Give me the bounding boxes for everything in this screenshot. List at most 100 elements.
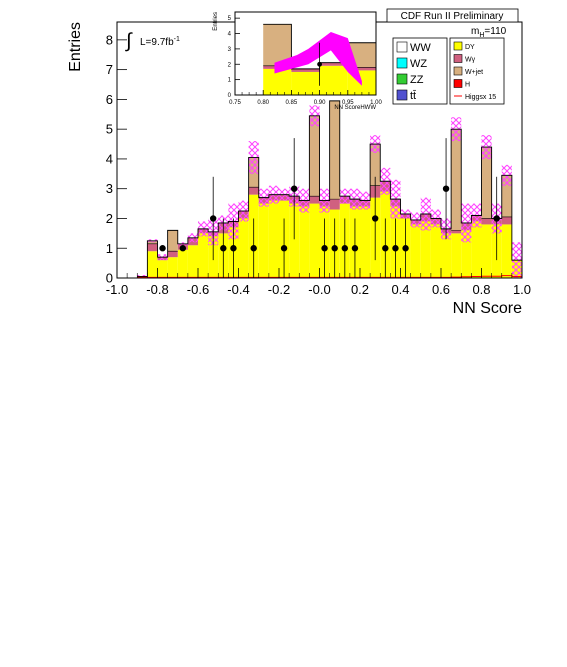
- bar-dy-6: [198, 233, 209, 278]
- bar-dy-2: [319, 65, 348, 95]
- y-tick-label-2: 2: [106, 211, 113, 226]
- y-tick-label-0: 0: [228, 93, 232, 99]
- bar-dy-22: [360, 206, 371, 278]
- bar-dy-2: [157, 260, 168, 278]
- inset-plot: 0.75 0.80 0.85 0.90 0.95 1.00 0 1 2 3 4 5 NN ScoreHW…: [213, 11, 382, 111]
- legend-swatch-h: [453, 79, 463, 88]
- legend-swatch-wz: [396, 57, 408, 69]
- data-point-7: [290, 185, 298, 192]
- data-point-8: [321, 245, 328, 252]
- data-point-3: [220, 245, 227, 252]
- x-tick-label-9: 0.8: [472, 282, 490, 297]
- x-tick-label-2: 0.85: [286, 100, 298, 106]
- legend-swatch-wjet: [453, 66, 463, 76]
- y-tick-label-7: 7: [106, 62, 113, 77]
- bar-w-19: [329, 199, 340, 210]
- bar-dy-30: [441, 233, 452, 278]
- data-point-10: [341, 245, 349, 252]
- x-tick-label-1: 0.80: [257, 100, 269, 106]
- legend-label-dy: DY: [465, 44, 475, 51]
- bar-wjet-19: [329, 100, 340, 200]
- bar-dy-4: [177, 249, 188, 278]
- data-point-5: [250, 245, 257, 252]
- x-tick-label-3: 0.90: [314, 100, 326, 106]
- bar-dy-29: [430, 224, 441, 278]
- title-box: [386, 8, 519, 23]
- data-point-0: [317, 61, 322, 67]
- y-tick-label-2: 2: [228, 62, 232, 68]
- data-point-14: [392, 245, 399, 252]
- x-tick-label-4: -0.2: [268, 282, 290, 297]
- data-point-13: [382, 245, 389, 252]
- data-point-16: [442, 185, 450, 192]
- y-axis-label: Entries: [67, 22, 84, 72]
- luminosity-text: L=9.7fb: [140, 37, 174, 48]
- x-tick-label-8: 0.6: [432, 282, 450, 297]
- mass-subscript: H: [479, 32, 484, 39]
- integral-sign: ∫: [125, 30, 133, 52]
- legend-right: DY Wγ W+jet H Higgsx 15: [449, 37, 505, 105]
- legend-label-w: Wγ: [465, 57, 476, 64]
- bar-w-36: [501, 216, 512, 225]
- bar-dy-0: [263, 68, 292, 95]
- y-tick-label-4: 4: [106, 151, 113, 166]
- bar-dy-32: [461, 230, 472, 278]
- bar-dy-16: [299, 206, 310, 278]
- bar-dy-36: [501, 224, 512, 278]
- bar-w-3: [347, 67, 376, 71]
- bar-w-3: [167, 251, 178, 258]
- bar-dy-5: [187, 245, 198, 278]
- x-tick-label-5: -0.0: [308, 282, 330, 297]
- bar-w-11: [248, 187, 259, 195]
- legend-label-tt: tt̄: [410, 90, 416, 102]
- bar-dy-31: [451, 233, 462, 278]
- y-tick-label-4: 4: [228, 32, 232, 38]
- bar-dy-13: [268, 200, 279, 278]
- bar-wjet-3: [167, 230, 178, 252]
- bar-w-1: [147, 243, 158, 252]
- higgs-signal-band: [274, 31, 362, 86]
- data-point-4: [230, 245, 237, 252]
- data-point-2: [209, 215, 217, 222]
- chart-title: CDF Run II Preliminary: [401, 11, 504, 22]
- bar-wjet-34: [481, 147, 492, 219]
- x-tick-label-2: -0.6: [187, 282, 209, 297]
- bar-dy-17: [309, 203, 320, 278]
- data-point-9: [331, 245, 338, 252]
- bar-w-1: [291, 68, 320, 72]
- bar-dy-15: [289, 203, 300, 278]
- legend-swatch-ww: [396, 41, 408, 53]
- x-tick-label-0: 0.75: [229, 100, 241, 106]
- legend-left: WW WZ ZZ tt̄: [392, 37, 448, 105]
- bar-wjet-31: [451, 129, 462, 231]
- mass-value: =110: [484, 26, 506, 37]
- bar-w-34: [481, 218, 492, 225]
- bar-w-2: [319, 62, 348, 66]
- x-tick-label-0: -1.0: [106, 282, 128, 297]
- data-point-0: [159, 245, 166, 252]
- y-tick-label-8: 8: [106, 32, 113, 47]
- x-tick-label-1: -0.8: [146, 282, 168, 297]
- bar-w-31: [451, 230, 462, 234]
- bar-dy-33: [471, 221, 482, 278]
- bar-dy-1: [147, 251, 158, 278]
- legend-label-ww: WW: [410, 42, 431, 54]
- legend-label-higgsx15: Higgsx 15: [465, 94, 496, 101]
- y-tick-label-5: 5: [106, 122, 113, 137]
- legend-label-wjet: W+jet: [465, 69, 483, 76]
- legend-label-zz: ZZ: [410, 74, 424, 86]
- y-tick-label-3: 3: [228, 47, 232, 53]
- y-tick-label-0: 0: [106, 271, 113, 286]
- legend-swatch-dy: [453, 41, 463, 51]
- x-axis-label: NN Score: [453, 300, 522, 317]
- legend-swatch-zz: [396, 73, 408, 85]
- y-tick-label-6: 6: [106, 92, 113, 107]
- legend-label-wz: WZ: [410, 58, 427, 70]
- bar-dy-1: [291, 71, 320, 95]
- y-tick-label-1: 1: [106, 241, 113, 256]
- x-tick-label-10: 1.0: [513, 282, 531, 297]
- bar-dy-34: [481, 224, 492, 278]
- bar-dy-28: [420, 221, 431, 278]
- x-tick-label-5: 1.00: [370, 100, 382, 106]
